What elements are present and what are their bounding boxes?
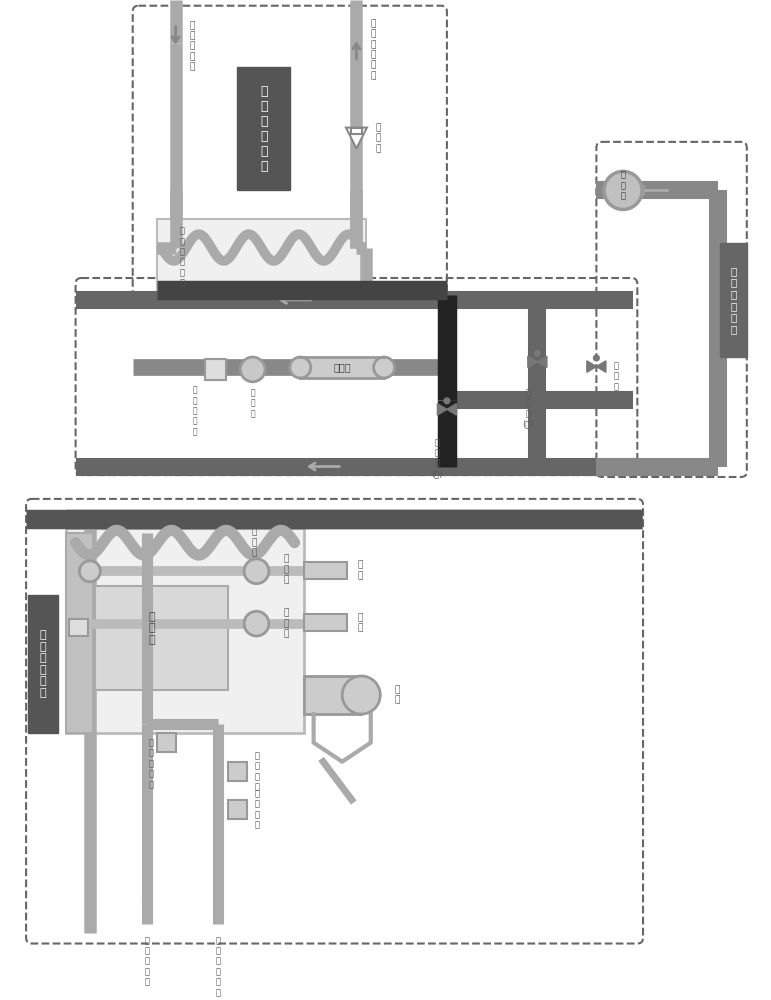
Text: 冷
媒
储
罐: 冷 媒 储 罐 [254,789,260,829]
Bar [352,128,362,134]
Bar [720,243,747,357]
Text: 储
液: 储 液 [395,685,400,705]
Bar [66,528,304,733]
Circle shape [374,357,395,378]
Bar [304,614,347,631]
Text: 冷媒泵: 冷媒泵 [333,363,351,373]
Circle shape [534,350,540,356]
Bar [304,562,347,579]
Text: 冷
循
环
回
路
器: 冷 循 环 回 路 器 [260,85,268,173]
Circle shape [244,559,269,584]
Text: 液
位
传
感
器: 液 位 传 感 器 [149,738,153,789]
Text: 冷
循
环
回
路
器: 冷 循 环 回 路 器 [730,266,736,334]
Text: 冷
媒
储
罐: 冷 媒 储 罐 [254,751,260,791]
Bar [205,359,226,380]
Circle shape [290,357,311,378]
Polygon shape [587,361,597,372]
Text: 滤
水
器: 滤 水 器 [375,123,381,153]
Circle shape [594,355,599,361]
Text: 回
液
回
液
口: 回 液 回 液 口 [144,936,150,987]
Text: 调
节
阀
(一): 调 节 阀 (一) [432,438,443,478]
Bar [157,219,366,290]
Polygon shape [597,361,606,372]
Text: 脱
水
箱: 脱 水 箱 [149,612,155,645]
Text: 流
量
传
感
器: 流 量 传 感 器 [192,386,197,436]
Text: 水
冷
介
质
口: 水 冷 介 质 口 [190,21,195,72]
Text: 加
压
冷
媒
液
口: 加 压 冷 媒 液 口 [216,936,221,997]
Bar [228,762,247,781]
Text: 液
压
泵: 液 压 泵 [251,388,255,418]
Bar [95,586,228,690]
Text: 冷
媒
泵: 冷 媒 泵 [621,171,625,201]
Text: 温
控
器: 温 控 器 [614,361,618,391]
Text: 及
器: 及 器 [358,613,363,632]
Bar [304,676,362,714]
Text: 压
力
冷
介
质
口: 压 力 冷 介 质 口 [371,19,376,80]
Circle shape [244,611,269,636]
Text: 出
冰
头: 出 冰 头 [283,609,288,639]
Bar [300,357,384,378]
Circle shape [604,171,642,209]
Text: 水
冷
介
质
管
路: 水 冷 介 质 管 路 [180,227,185,288]
Bar [157,733,176,752]
Polygon shape [346,128,367,149]
Polygon shape [537,356,547,368]
Bar [228,800,247,819]
Polygon shape [447,404,456,415]
Circle shape [79,561,100,582]
Bar [28,595,59,733]
Bar [66,533,93,733]
Circle shape [444,398,449,404]
Text: 冷
凝
器: 冷 凝 器 [251,528,257,558]
Text: 及
器: 及 器 [358,561,363,580]
Bar [237,67,290,190]
Circle shape [241,357,265,382]
Text: 脱
水
装
置
回
路: 脱 水 装 置 回 路 [40,630,46,698]
Text: 出
冰
头: 出 冰 头 [283,554,288,584]
Bar [69,619,88,636]
Circle shape [342,676,380,714]
Polygon shape [528,356,537,368]
Polygon shape [437,404,447,415]
Text: 调
节
阀
(二): 调 节 阀 (二) [522,388,534,429]
